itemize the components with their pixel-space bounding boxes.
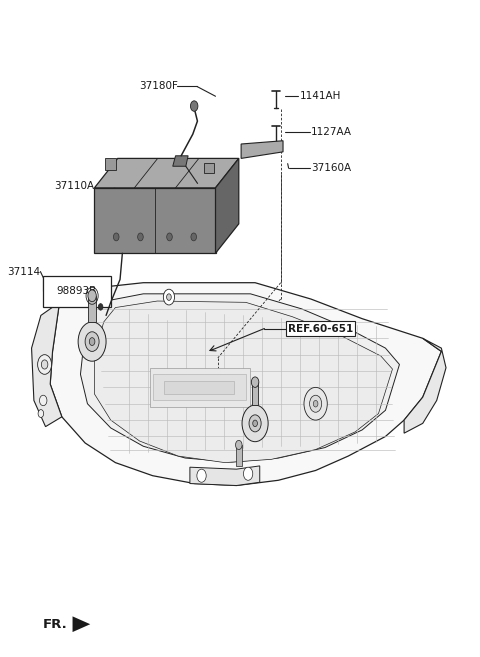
Circle shape	[167, 294, 171, 300]
Polygon shape	[105, 158, 116, 170]
Text: 1127AA: 1127AA	[311, 127, 352, 137]
Circle shape	[163, 289, 175, 305]
Polygon shape	[190, 466, 260, 486]
Bar	[252, 382, 258, 405]
Circle shape	[253, 420, 257, 426]
Text: 1141AH: 1141AH	[300, 91, 341, 101]
Circle shape	[88, 290, 96, 302]
Polygon shape	[81, 294, 399, 462]
Polygon shape	[241, 141, 283, 158]
Circle shape	[89, 338, 95, 346]
Circle shape	[98, 304, 103, 310]
Polygon shape	[50, 283, 441, 486]
Polygon shape	[173, 156, 188, 166]
Polygon shape	[216, 158, 239, 253]
Text: FR.: FR.	[43, 618, 68, 631]
Polygon shape	[95, 301, 393, 463]
Circle shape	[113, 233, 119, 241]
Circle shape	[243, 467, 253, 480]
Circle shape	[310, 396, 322, 412]
Circle shape	[138, 233, 143, 241]
Polygon shape	[95, 188, 216, 253]
Polygon shape	[164, 381, 234, 394]
Polygon shape	[95, 158, 239, 188]
Polygon shape	[32, 302, 62, 426]
Circle shape	[39, 396, 47, 406]
Circle shape	[304, 388, 327, 420]
Polygon shape	[150, 368, 251, 407]
Text: 37160A: 37160A	[311, 163, 351, 173]
Bar	[88, 296, 96, 322]
Circle shape	[41, 360, 48, 369]
Circle shape	[167, 233, 172, 241]
Text: 37180F: 37180F	[139, 81, 178, 91]
Bar	[236, 445, 241, 466]
Circle shape	[191, 101, 198, 111]
Circle shape	[85, 332, 99, 351]
Circle shape	[252, 377, 259, 388]
Circle shape	[249, 415, 261, 432]
Circle shape	[236, 440, 242, 449]
Polygon shape	[153, 374, 246, 401]
Circle shape	[78, 322, 106, 361]
Polygon shape	[404, 338, 446, 433]
Text: 37110A: 37110A	[54, 181, 95, 191]
Circle shape	[197, 469, 206, 482]
Circle shape	[38, 409, 44, 417]
Polygon shape	[72, 616, 90, 632]
Circle shape	[313, 401, 318, 407]
Circle shape	[37, 355, 51, 374]
Circle shape	[242, 405, 268, 442]
Circle shape	[191, 233, 196, 241]
Text: 98893B: 98893B	[57, 286, 97, 296]
Text: 37114: 37114	[7, 267, 40, 277]
Polygon shape	[204, 163, 214, 173]
Text: REF.60-651: REF.60-651	[288, 323, 353, 334]
Bar	[43, 275, 111, 307]
